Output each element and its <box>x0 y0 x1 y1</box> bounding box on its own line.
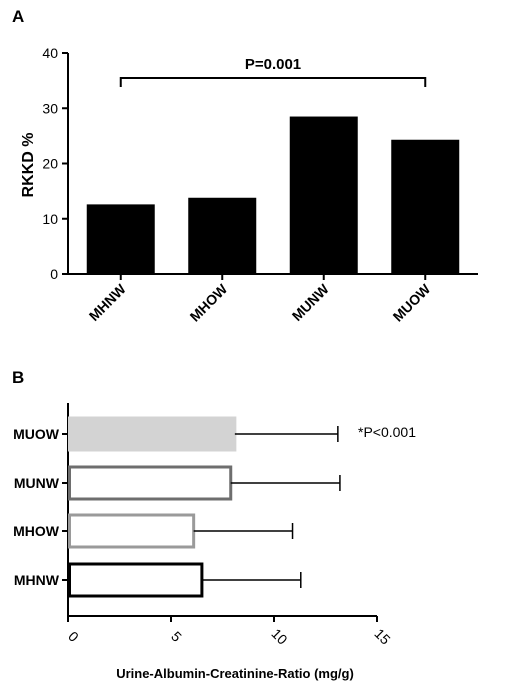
panel-label-b: B <box>12 368 24 387</box>
p-value-label-a: P=0.001 <box>245 56 301 73</box>
bar-mhnw <box>86 204 155 274</box>
bar-munw <box>289 116 358 274</box>
panel-label-a: A <box>12 7 24 26</box>
category-label-a: MHOW <box>187 280 231 324</box>
y-tick-label-a: 0 <box>50 266 58 282</box>
y-tick-label-a: 40 <box>42 45 58 61</box>
category-label-a: MUOW <box>390 280 434 324</box>
x-tick-label-b: 15 <box>371 625 393 647</box>
category-label-b: MUOW <box>13 426 60 442</box>
bar-mhow <box>68 513 196 549</box>
y-tick-label-a: 10 <box>42 211 58 227</box>
y-tick-label-a: 30 <box>42 100 58 116</box>
y-tick-label-a: 20 <box>42 156 58 172</box>
y-axis-title-a: RKKD % <box>20 133 37 198</box>
category-label-b: MHOW <box>13 523 60 539</box>
panel-b-chart: 0 5 10 15 MUOW MUNW MHOW MHNW *P<0.001 <box>13 403 416 648</box>
p-value-label-b: *P<0.001 <box>358 424 416 440</box>
category-label-a: MUNW <box>289 280 333 324</box>
bar-muow <box>391 139 460 274</box>
category-label-b: MUNW <box>14 475 60 491</box>
bar-mhnw <box>68 562 204 598</box>
bar-munw <box>68 465 233 501</box>
x-tick-label-b: 0 <box>65 628 82 645</box>
category-label-a: MHNW <box>86 280 130 324</box>
category-label-b: MHNW <box>14 572 60 588</box>
bar-muow <box>68 416 237 452</box>
x-axis-title-b: Urine-Albumin-Creatinine-Ratio (mg/g) <box>116 666 354 681</box>
x-tick-label-b: 5 <box>168 628 185 645</box>
panel-a-chart: 0 10 20 30 40 MHNW MHOW MUNW MUOW P=0.001 <box>42 45 478 325</box>
significance-bracket <box>119 77 427 87</box>
x-tick-label-b: 10 <box>268 625 290 647</box>
bar-mhow <box>188 197 257 274</box>
